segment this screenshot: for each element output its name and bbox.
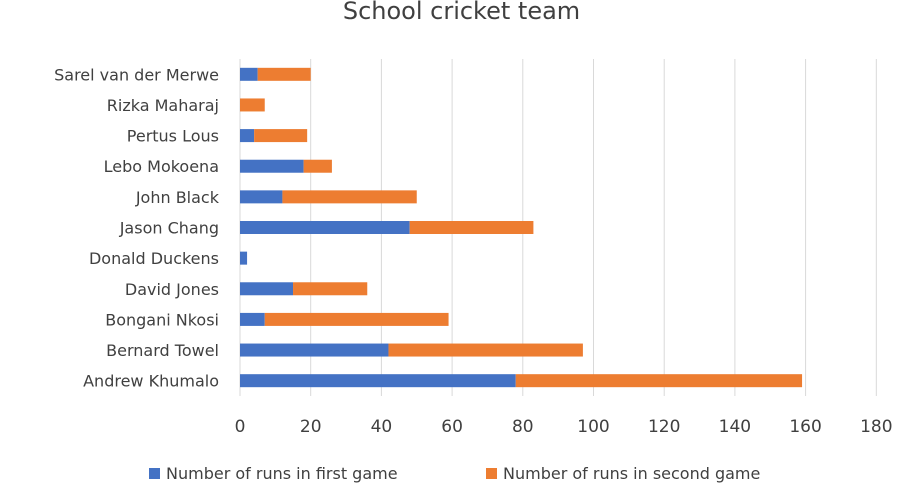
- bar-second-game: [303, 159, 332, 173]
- x-tick-label: 100: [577, 417, 609, 437]
- bar-first-game: [240, 282, 294, 296]
- bar-second-game: [254, 129, 308, 143]
- bar-second-game: [409, 221, 534, 234]
- x-tick-label: 140: [719, 417, 751, 437]
- legend: Number of runs in first game Number of r…: [149, 464, 760, 483]
- bar-first-game: [240, 343, 389, 357]
- legend-label-second-game: Number of runs in second game: [503, 464, 760, 483]
- category-label: Bongani Nkosi: [105, 310, 219, 329]
- bar-first-game: [240, 251, 248, 265]
- legend-swatch-first-game: [149, 468, 160, 479]
- bar-second-game: [264, 312, 449, 326]
- bar-second-game: [257, 67, 311, 81]
- category-label: Lebo Mokoena: [104, 157, 219, 176]
- x-tick-label: 0: [235, 417, 246, 437]
- category-label: Andrew Khumalo: [83, 372, 219, 391]
- x-tick-label: 40: [371, 417, 393, 437]
- x-tick-label: 20: [300, 417, 322, 437]
- category-label: David Jones: [125, 280, 219, 299]
- x-tick-label: 80: [512, 417, 534, 437]
- category-label: Sarel van der Merwe: [54, 65, 219, 84]
- bar-first-game: [240, 129, 255, 143]
- x-tick-label: 60: [441, 417, 463, 437]
- x-tick-label: 160: [789, 417, 821, 437]
- category-label: Pertus Lous: [127, 127, 219, 146]
- x-tick-label: 180: [860, 417, 892, 437]
- category-label: John Black: [135, 188, 220, 207]
- bars: [240, 67, 803, 388]
- legend-swatch-second-game: [486, 468, 497, 479]
- bar-second-game: [293, 282, 368, 296]
- bar-second-game: [240, 98, 265, 112]
- category-label: Donald Duckens: [89, 249, 219, 268]
- bar-first-game: [240, 159, 304, 173]
- bar-first-game: [240, 374, 516, 388]
- category-label: Rizka Maharaj: [107, 96, 219, 115]
- legend-label-first-game: Number of runs in first game: [166, 464, 398, 483]
- bar-second-game: [388, 343, 583, 357]
- bar-second-game: [282, 190, 417, 204]
- category-label: Bernard Towel: [106, 341, 219, 360]
- x-tick-label: 120: [648, 417, 680, 437]
- chart-title: School cricket team: [342, 0, 581, 25]
- category-labels: Sarel van der Merwe Rizka Maharaj Pertus L…: [54, 65, 220, 390]
- bar-first-game: [240, 312, 265, 326]
- bar-second-game: [515, 374, 803, 388]
- category-label: Jason Chang: [119, 219, 219, 238]
- bar-first-game: [240, 190, 283, 204]
- x-tick-labels: 0 20 40 60 80 100 120 140 160 180: [235, 417, 893, 437]
- bar-first-game: [240, 67, 258, 81]
- bar-first-game: [240, 221, 410, 234]
